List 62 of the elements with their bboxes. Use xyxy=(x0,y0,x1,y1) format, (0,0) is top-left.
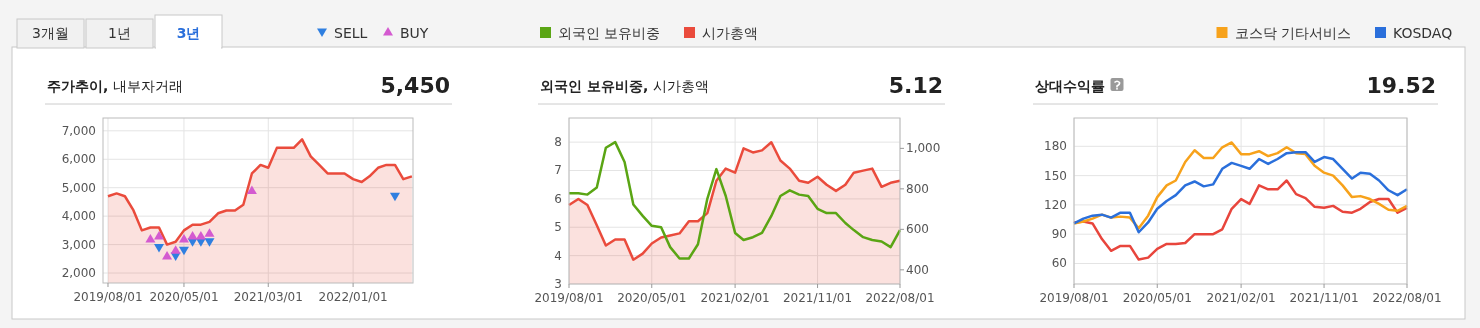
y-tick-label: 5 xyxy=(554,220,562,235)
point xyxy=(178,246,189,256)
y-tick-label: 2,000 xyxy=(61,266,96,281)
y-tick-label: 180 xyxy=(1044,139,1067,154)
point xyxy=(154,243,165,253)
y-tick-label: 7 xyxy=(554,163,562,178)
point xyxy=(187,231,198,240)
y-tick-label: 4,000 xyxy=(61,209,96,224)
legend-label: 코스닥 기타서비스 xyxy=(1234,25,1351,41)
legend-label: KOSDAQ xyxy=(1393,25,1453,41)
point xyxy=(204,238,215,247)
point xyxy=(204,228,215,237)
y-tick-label: 3 xyxy=(554,277,562,291)
x-tick-label: 2021/03/01 xyxy=(233,290,303,304)
y2-tick-label: 400 xyxy=(906,262,929,277)
legend-label: 외국인 보유비중 xyxy=(558,25,661,41)
y2-tick-label: 800 xyxy=(906,181,929,196)
y-tick-label: 3,000 xyxy=(61,237,96,252)
chart-title: 상대수익률 xyxy=(1035,78,1105,94)
legend-label: BUY xyxy=(400,25,429,41)
x-tick-label: 2021/11/01 xyxy=(1289,291,1359,305)
x-tick-label: 2021/02/01 xyxy=(1206,291,1276,305)
y-tick-label: 90 xyxy=(1051,227,1067,242)
line-series xyxy=(567,140,902,260)
text: 5.12 xyxy=(888,73,943,98)
y-tick-label: 7,000 xyxy=(61,123,96,138)
x-tick-label: 2019/08/01 xyxy=(534,291,604,305)
x-tick-label: 2019/08/01 xyxy=(73,290,143,304)
legend-label: SELL xyxy=(334,25,368,41)
x-tick-label: 2020/05/01 xyxy=(149,290,219,304)
y-tick-label: 6 xyxy=(554,191,562,206)
text: 3년 xyxy=(176,25,201,41)
y-tick-label: 60 xyxy=(1051,256,1067,271)
chart-title: 외국인 보유비중, 시가총액 xyxy=(540,78,709,94)
x-tick-label: 2022/08/01 xyxy=(865,291,935,305)
y2-tick-label: 600 xyxy=(906,222,929,237)
point xyxy=(389,192,400,202)
y2-tick-label: 1,000 xyxy=(906,141,941,156)
x-tick-label: 2022/08/01 xyxy=(1372,291,1442,305)
x-tick-label: 2021/11/01 xyxy=(782,291,853,305)
y-tick-label: 150 xyxy=(1044,168,1067,183)
y-tick-label: 120 xyxy=(1044,197,1067,212)
text: 5,450 xyxy=(380,73,450,98)
text: 3개월 xyxy=(32,25,69,41)
y-tick-label: 5,000 xyxy=(61,180,96,195)
x-tick-label: 2021/02/01 xyxy=(700,291,770,305)
point xyxy=(145,233,156,243)
y-tick-label: 4 xyxy=(554,248,562,263)
text: 1년 xyxy=(108,25,131,41)
x-tick-label: 2020/05/01 xyxy=(1122,291,1192,305)
point xyxy=(246,185,257,195)
text: 19.52 xyxy=(1366,73,1436,98)
x-tick-label: 2020/05/01 xyxy=(617,291,687,305)
chart-title: 주가추이, 내부자거래 xyxy=(47,78,183,94)
x-tick-label: 2022/01/01 xyxy=(318,290,388,304)
point xyxy=(195,231,206,240)
point xyxy=(154,231,165,240)
y-tick-label: 8 xyxy=(554,135,562,150)
point xyxy=(170,245,181,254)
y-tick-label: 6,000 xyxy=(61,152,96,167)
x-tick-label: 2019/08/01 xyxy=(1039,291,1109,305)
legend-label: 시가총액 xyxy=(702,25,758,41)
